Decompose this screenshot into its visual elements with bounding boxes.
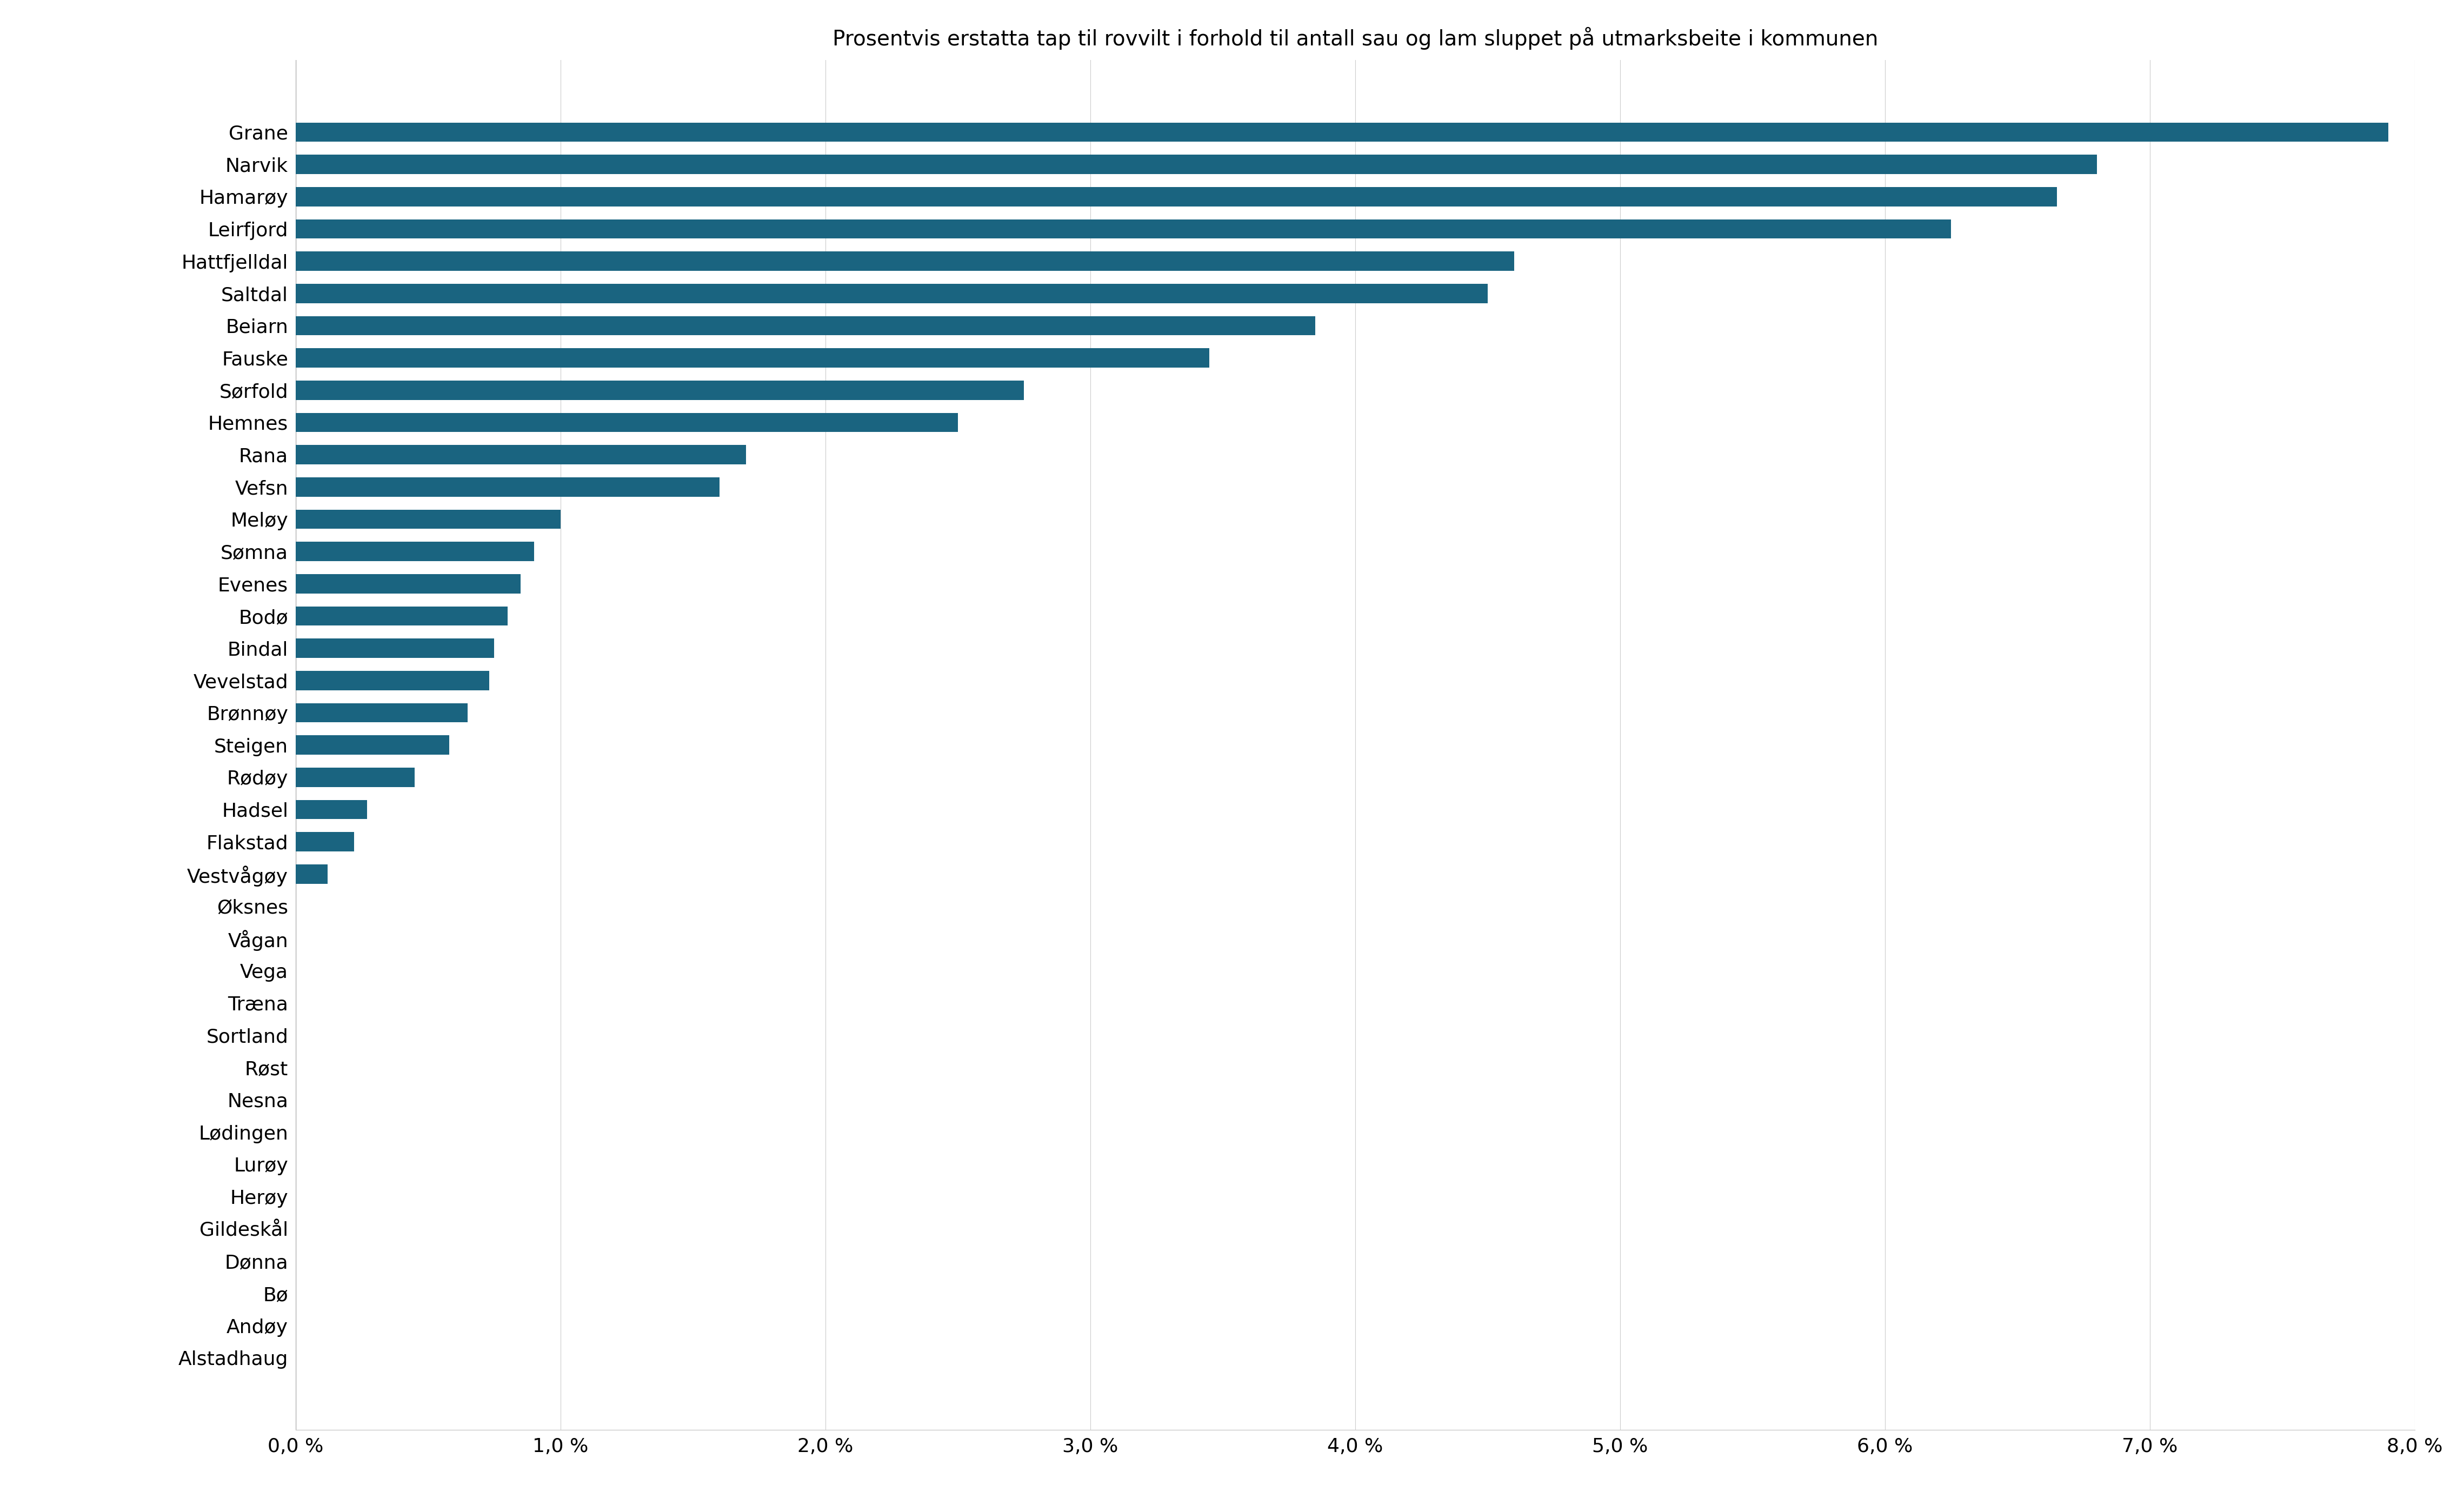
Bar bbox=[296, 703, 468, 722]
Bar bbox=[296, 671, 488, 691]
Bar bbox=[296, 187, 2057, 206]
Bar bbox=[296, 768, 414, 787]
Bar bbox=[296, 251, 1513, 271]
Bar bbox=[296, 477, 719, 497]
Bar bbox=[296, 220, 1951, 239]
Bar bbox=[296, 736, 448, 754]
Bar bbox=[296, 607, 508, 626]
Title: Prosentvis erstatta tap til rovvilt i forhold til antall sau og lam sluppet på u: Prosentvis erstatta tap til rovvilt i fo… bbox=[833, 27, 1878, 50]
Bar bbox=[296, 510, 562, 528]
Bar bbox=[296, 122, 2388, 141]
Bar bbox=[296, 799, 367, 819]
Bar bbox=[296, 381, 1025, 400]
Bar bbox=[296, 155, 2097, 175]
Bar bbox=[296, 573, 520, 593]
Bar bbox=[296, 284, 1488, 303]
Bar bbox=[296, 445, 747, 465]
Bar bbox=[296, 832, 355, 852]
Bar bbox=[296, 316, 1316, 336]
Bar bbox=[296, 348, 1210, 367]
Bar bbox=[296, 542, 535, 561]
Bar bbox=[296, 412, 958, 432]
Bar bbox=[296, 638, 495, 658]
Bar bbox=[296, 864, 328, 883]
